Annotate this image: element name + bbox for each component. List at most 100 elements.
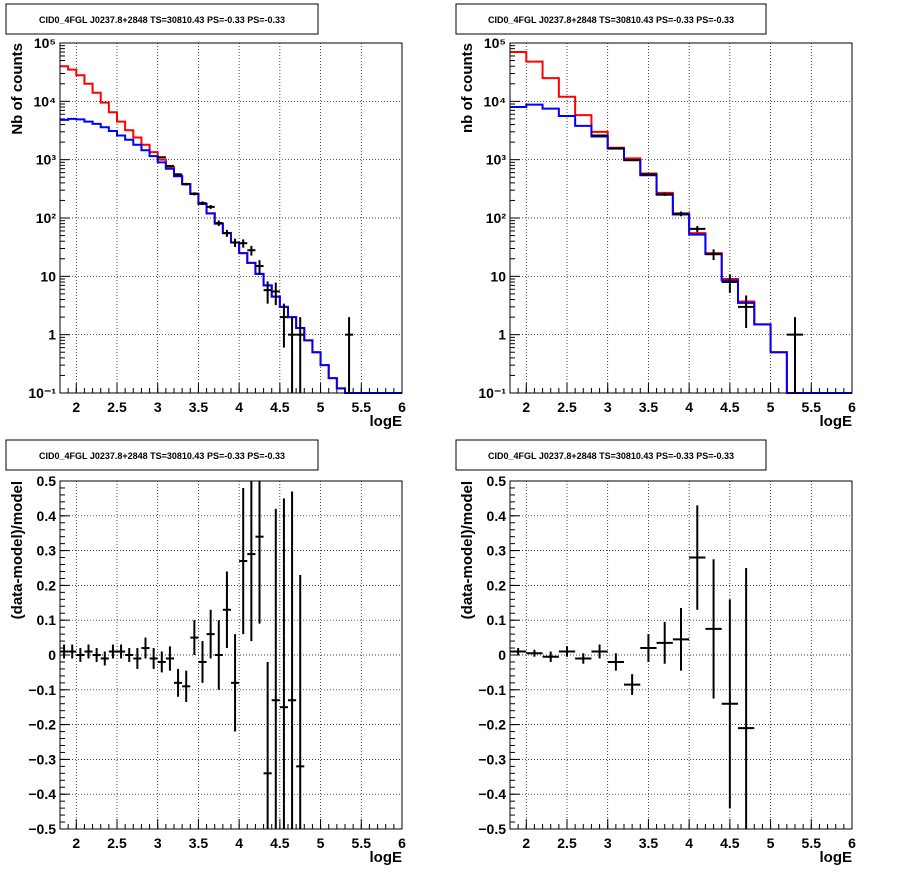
y-tick-label: 10⁻¹ — [478, 385, 506, 401]
data-point — [672, 608, 690, 671]
data-point — [190, 620, 199, 655]
chart-title: CID0_4FGL J0237.8+2848 TS=30810.43 PS=-0… — [39, 451, 285, 461]
y-tick-label: −0.3 — [28, 751, 56, 767]
y-tick-label: 0.2 — [487, 577, 507, 593]
x-tick-label: 5.5 — [802, 835, 822, 851]
data-point — [271, 508, 280, 829]
y-tick-label: 10⁵ — [484, 35, 506, 51]
plot-frame — [59, 42, 403, 394]
data-point — [68, 644, 77, 659]
data-point — [288, 491, 297, 829]
data-point — [149, 648, 158, 669]
y-tick-label: 10² — [36, 210, 57, 226]
plot-frame — [59, 480, 403, 830]
data-point — [672, 211, 690, 217]
panel-counts-right: CID0_4FGL J0237.8+2848 TS=30810.43 PS=-0… — [455, 3, 856, 430]
y-tick-label: 0.5 — [487, 473, 507, 489]
y-tick-label: 0.3 — [487, 543, 507, 559]
x-tick-label: 3 — [604, 835, 612, 851]
x-tick-label: 5 — [317, 835, 325, 851]
data-point — [214, 220, 223, 226]
y-axis-label: nb of counts — [459, 43, 476, 133]
data-point — [198, 201, 207, 206]
x-axis-label: logE — [370, 849, 403, 866]
y-tick-label: −0.5 — [28, 821, 56, 837]
data-point — [100, 651, 109, 666]
data-point — [255, 481, 264, 624]
y-tick-label: 0.3 — [37, 543, 57, 559]
data-point — [263, 661, 272, 829]
data-point — [271, 282, 280, 306]
data-point — [721, 599, 738, 809]
y-tick-label: 1 — [48, 327, 56, 343]
data-point — [157, 651, 166, 673]
data-point — [656, 192, 673, 196]
data-point — [288, 317, 297, 393]
data-point — [263, 281, 272, 304]
y-tick-label: 0.4 — [487, 508, 507, 524]
data-point — [198, 641, 207, 683]
y-tick-label: 0.4 — [37, 508, 57, 524]
y-tick-label: 10³ — [36, 152, 57, 168]
y-tick-label: −0.2 — [478, 717, 506, 733]
data-point — [76, 648, 85, 662]
x-tick-label: 2.5 — [107, 399, 127, 415]
data-point — [108, 644, 117, 659]
series-model-total — [510, 51, 852, 394]
data-point — [174, 173, 183, 176]
y-tick-label: 0.1 — [487, 612, 507, 628]
data-point — [84, 644, 93, 659]
data-point — [60, 644, 69, 659]
data-point — [174, 668, 183, 697]
x-axis-label: logE — [820, 413, 853, 430]
y-tick-label: 10 — [490, 268, 506, 284]
x-tick-label: 2.5 — [557, 835, 577, 851]
data-point — [231, 238, 240, 248]
y-tick-label: 0.2 — [37, 577, 57, 593]
x-tick-label: 3.5 — [639, 399, 659, 415]
title-box — [5, 3, 319, 35]
data-point — [296, 317, 305, 393]
data-point — [222, 571, 231, 649]
x-tick-label: 3 — [604, 399, 612, 415]
x-axis-label: logE — [820, 849, 853, 866]
data-point — [542, 651, 559, 662]
data-point — [296, 574, 305, 829]
x-tick-label: 5 — [767, 835, 775, 851]
data-point — [222, 229, 231, 237]
data-point — [231, 634, 240, 732]
y-tick-label: −0.3 — [478, 751, 506, 767]
y-tick-label: −0.2 — [28, 717, 56, 733]
data-point — [721, 274, 738, 293]
y-tick-label: 10⁴ — [34, 93, 57, 109]
x-tick-label: 4 — [685, 399, 693, 415]
data-point — [624, 159, 641, 162]
y-tick-label: −0.5 — [478, 821, 506, 837]
data-point — [165, 164, 174, 167]
panel-counts-left: CID0_4FGL J0237.8+2848 TS=30810.43 PS=-0… — [5, 3, 406, 430]
x-tick-label: 4.5 — [270, 835, 290, 851]
data-point — [239, 487, 248, 635]
y-tick-label: 10² — [486, 210, 507, 226]
data-point — [279, 498, 288, 829]
x-tick-label: 5.5 — [802, 399, 822, 415]
x-tick-label: 6 — [398, 399, 406, 415]
x-tick-label: 4 — [235, 399, 243, 415]
y-tick-label: 10 — [40, 268, 56, 284]
x-tick-label: 5 — [317, 399, 325, 415]
y-tick-label: −0.4 — [28, 786, 56, 802]
data-point — [558, 646, 576, 657]
y-tick-label: 1 — [498, 327, 506, 343]
data-point — [206, 205, 215, 209]
data-point — [510, 648, 527, 655]
data-point — [607, 147, 624, 150]
panel-residual-right: CID0_4FGL J0237.8+2848 TS=30810.43 PS=-0… — [455, 439, 856, 866]
title-box — [455, 439, 767, 471]
data-point — [141, 637, 150, 659]
panel-residual-left: CID0_4FGL J0237.8+2848 TS=30810.43 PS=-0… — [5, 439, 406, 866]
data-point — [526, 649, 543, 657]
data-point — [738, 568, 755, 829]
data-point — [624, 674, 641, 696]
data-point — [133, 648, 142, 669]
